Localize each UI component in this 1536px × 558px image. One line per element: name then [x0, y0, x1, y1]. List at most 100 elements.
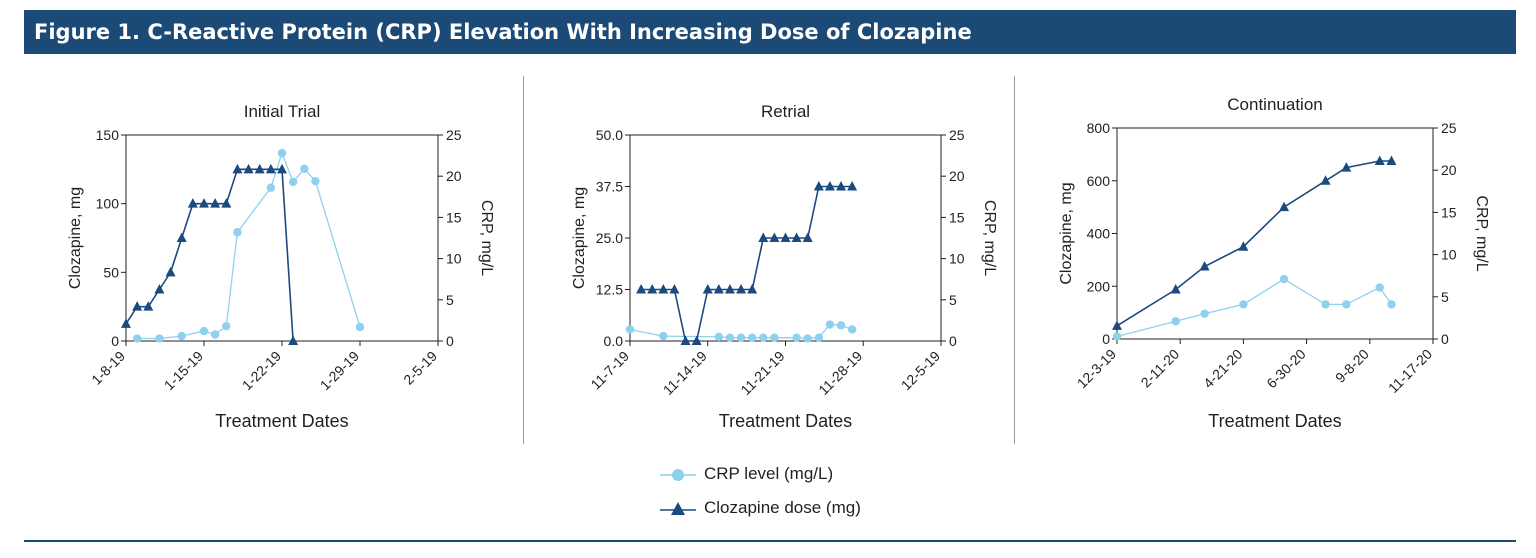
chart2-y2-tick-label: 25 [949, 127, 965, 143]
chart1-crp-point [300, 164, 309, 173]
chart2-crp-point [725, 333, 735, 342]
chart2-y2-tick-label: 20 [949, 168, 965, 184]
chart1-y2-tick-label: 25 [446, 127, 462, 143]
chart1-y2-tick-label: 5 [446, 292, 454, 308]
chart1-dose-point [143, 301, 154, 311]
chart1-dose-point [243, 163, 254, 174]
chart2-x-tick-label: 11-28-19 [815, 348, 865, 398]
chart2-x-label: Treatment Dates [719, 411, 852, 431]
chart3-y2-tick-label: 15 [1441, 204, 1457, 220]
chart1-dose-point [210, 198, 221, 208]
chart3-x-tick-label: 4-21-20 [1200, 346, 1246, 392]
chart1-y-tick-label: 50 [103, 264, 119, 280]
chart2-dose-point [724, 284, 735, 294]
bottom-rule [24, 540, 1516, 542]
chart1-y-tick-label: 150 [96, 127, 120, 143]
chart3-y2-tick-label: 5 [1441, 289, 1449, 305]
chart2-y2-tick-label: 10 [949, 251, 965, 267]
chart3-y-label: Clozapine, mg [1058, 182, 1075, 284]
chart2-dose-point [836, 181, 847, 191]
chart3-crp-point [1239, 300, 1248, 309]
chart3-crp-point [1387, 300, 1396, 309]
chart1-crp-point [210, 330, 220, 339]
chart1-x-tick-label: 1-22-19 [239, 348, 285, 394]
chart2-dose-point [636, 284, 647, 294]
chart2-dose-point [702, 284, 713, 294]
chart3-dose-point [1320, 175, 1331, 185]
chart2-x-tick-label: 11-21-19 [737, 348, 787, 398]
chart2-y-tick-label: 25.0 [596, 230, 623, 246]
chart2-y-tick-label: 12.5 [596, 282, 623, 298]
chart3-x-tick-label: 6-30-20 [1263, 346, 1309, 392]
chart2-dose-point [802, 232, 813, 242]
chart3-x-tick-label: 12-3-19 [1074, 346, 1120, 392]
chart2-y-tick-label: 0.0 [604, 333, 624, 349]
chart2-dose-point [680, 335, 691, 345]
dose-legend-marker [660, 502, 696, 515]
chart1-dose-point [199, 198, 209, 208]
chart3-y2-tick-label: 25 [1441, 120, 1457, 136]
chart2-dose-point [791, 232, 802, 242]
chart1-y2-tick-label: 20 [446, 168, 462, 184]
chart2-y-label: Clozapine, mg [571, 187, 588, 289]
chart3-y2-tick-label: 10 [1441, 247, 1457, 263]
chart2-x-tick-label: 11-7-19 [587, 348, 632, 393]
chart2-dose-line [641, 185, 853, 342]
chart2-dose-point [713, 284, 724, 294]
chart3-dose-point [1374, 155, 1385, 165]
chart2-dose-point [691, 335, 702, 345]
chart1-dose-point [288, 335, 299, 345]
chart3-dose-point [1199, 260, 1210, 271]
chart3-title: Continuation [1227, 95, 1322, 114]
chart3-x-tick-label: 2-11-20 [1138, 346, 1183, 391]
chart3-dose-point [1112, 320, 1122, 330]
chart2-crp-point [759, 333, 768, 342]
legend-label-dose: Clozapine dose (mg) [704, 498, 861, 517]
chart3-dose-point [1386, 155, 1397, 165]
chart2-dose-point [769, 232, 780, 242]
chart3-y-tick-label: 600 [1087, 173, 1111, 189]
chart2-y2-tick-label: 0 [949, 333, 957, 349]
chart2-dose-point [847, 181, 858, 191]
chart2-x-tick-label: 12-5-19 [898, 348, 944, 394]
chart3-crp-point [1375, 283, 1384, 292]
chart3-y-tick-label: 0 [1102, 331, 1110, 347]
chart2-y-tick-label: 50.0 [596, 127, 623, 143]
panel-divider-1 [523, 76, 524, 444]
crp-legend-marker [660, 469, 696, 481]
chart2-dose-point [669, 284, 680, 294]
chart1-dose-point [254, 163, 265, 174]
chart2-y2-tick-label: 5 [949, 292, 957, 308]
chart2-crp-point [792, 333, 801, 342]
chart3-dose-point [1279, 201, 1290, 212]
chart2-dose-point [647, 284, 658, 294]
chart3-dose-point [1341, 162, 1352, 172]
chart1-crp-point [277, 148, 287, 158]
chart1-dose-point [165, 266, 176, 277]
panel-divider-2 [1014, 76, 1015, 444]
chart2-crp-point [714, 332, 724, 342]
chart3-dose-line [1116, 160, 1392, 327]
chart1-x-tick-label: 1-29-19 [317, 348, 363, 394]
chart2-crp-point [803, 334, 812, 343]
chart1-crp-point [233, 228, 242, 237]
chart1-dose-point [121, 318, 131, 328]
chart1-y-tick-label: 100 [96, 196, 120, 212]
chart3-y2-label: CRP, mg/L [1473, 195, 1490, 271]
chart2-dose-point [780, 232, 791, 242]
chart2-crp-point [736, 333, 746, 342]
chart3-x-label: Treatment Dates [1208, 411, 1341, 431]
chart3-crp-point [1279, 274, 1289, 284]
chart1-title: Initial Trial [244, 102, 321, 121]
chart1-dose-point [221, 198, 232, 208]
chart1-crp-line [137, 151, 361, 340]
chart1-x-tick-label: 1-15-19 [161, 348, 207, 394]
chart2-dose-point [658, 284, 669, 294]
chart2-y2-tick-label: 15 [949, 209, 965, 225]
chart3-dose-point [1238, 241, 1249, 251]
chart1-dose-point [132, 301, 143, 311]
chart3-crp-point [1321, 300, 1330, 309]
chart2-crp-point [625, 325, 635, 334]
chart1-crp-point [222, 321, 231, 331]
